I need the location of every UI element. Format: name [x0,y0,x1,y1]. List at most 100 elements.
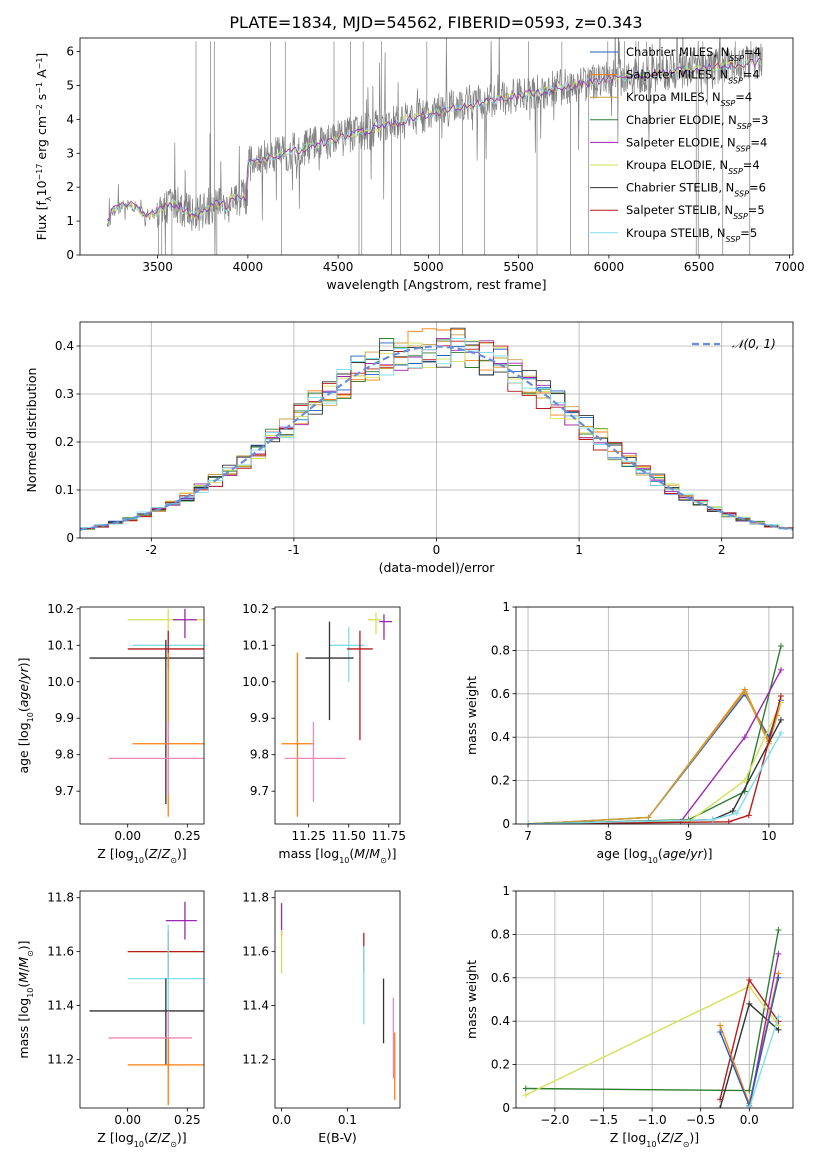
axes-frame [79,37,794,256]
y-tick-label: 11.8 [47,891,74,905]
x-tick-label: 11.25 [291,829,325,843]
weight-marker [717,1105,724,1108]
errorbar-point [329,627,365,682]
weight-series-line [527,690,782,824]
x-tick-label: 7 [524,829,532,843]
errorbar-point [108,721,204,795]
x-tick-label: 2 [718,543,726,557]
plot-area [280,903,396,1100]
weight-marker [777,729,784,736]
plot-area [281,612,392,817]
y-tick-label: 0 [66,531,74,545]
x-tick-label: −1.5 [589,1113,618,1127]
y-tick-label: 0.8 [491,927,510,941]
y-tick-label: 0.2 [491,774,510,788]
spectrum-model-line [106,57,762,222]
x-tick-label: 0.1 [338,1113,357,1127]
y-axis-label: Normed distribution [24,368,39,493]
y-tick-label: 9.8 [55,748,74,762]
y-axis-label: age [log10(age/yr)] [16,657,35,773]
weight-marker [745,812,752,819]
y-tick-label: 4 [66,112,74,126]
panel-mass_vs_z: 0.00 0.25 11.2 11.4 11.6 11.8 Z [log10(Z/Z⊙)] m… [16,890,205,1149]
weight-series-line [527,702,782,824]
legend-entry: Chabrier ELODIE, NSSP=3 [626,113,768,131]
errorbar-point [165,901,197,940]
x-axis-label: mass [log10(M/M⊙)] [278,846,396,865]
y-tick-label: 0 [502,817,510,831]
histogram-step [80,327,793,530]
weight-marker [775,1013,782,1020]
errorbar-point [284,721,346,803]
y-tick-label: 0.6 [491,687,510,701]
y-tick-label: 11.8 [242,891,269,905]
weight-marker [717,1022,724,1029]
x-axis-label: Z [log10(Z/Z⊙)] [97,846,186,865]
y-tick-label: 0.4 [491,1014,510,1028]
y-tick-label: 9.7 [250,784,269,798]
weight-marker [645,814,652,821]
y-tick-label: 3 [66,146,74,160]
weight-marker [777,692,784,699]
y-tick-label: 0 [502,1101,510,1115]
panel-residuals: -2 -1 0 1 2 0 0.1 0.2 0.3 0.4 (data-model)/error No… [24,321,794,575]
x-tick-label: −1.0 [637,1113,666,1127]
weight-series-line [527,692,782,824]
weight-marker [775,974,782,981]
x-tick-label: 0.0 [740,1113,759,1127]
weight-marker [729,807,736,814]
y-tick-label: 10.0 [242,675,269,689]
y-tick-label: 1 [66,214,74,228]
x-tick-label: 5500 [503,260,534,274]
y-tick-label: 5 [66,78,74,92]
legend-entry: Chabrier MILES, NSSP=4 [626,45,761,63]
weight-marker [522,1091,529,1098]
y-axis-label: mass weight [464,676,479,755]
axes-frame [79,606,205,825]
weight-marker [775,950,782,957]
histogram-step [80,337,793,530]
y-tick-label: 0.8 [491,643,510,657]
x-tick-label: 9 [685,829,693,843]
weight-series-line [527,695,782,824]
y-tick-label: 9.9 [55,711,74,725]
x-tick-label: −0.5 [686,1113,715,1127]
legend-entry: Salpeter STELIB, NSSP=5 [626,203,765,221]
weight-series [746,1013,782,1108]
y-tick-label: 1 [502,600,510,614]
plot-area [106,38,763,255]
y-tick-label: 10.2 [47,602,74,616]
weight-series-line [748,1016,780,1108]
weight-series [525,688,784,824]
x-tick-label: 0 [433,543,441,557]
weight-series [746,950,782,1108]
y-tick-label: 0.4 [491,730,510,744]
x-tick-label: -1 [288,543,300,557]
spectrum-data-line [106,38,763,255]
y-tick-label: 0.3 [55,387,74,401]
weight-series [525,690,784,824]
y-tick-label: 1 [502,884,510,898]
x-tick-label: 6500 [684,260,715,274]
y-tick-label: 0.6 [491,971,510,985]
y-axis-label: mass weight [464,960,479,1039]
x-axis-label: age [log10(age/yr)] [596,846,712,865]
x-tick-label: 0.0 [272,1113,291,1127]
plot-area [522,927,782,1108]
plot-area [89,901,204,1106]
weight-marker [777,666,784,673]
y-tick-label: 6 [66,45,74,59]
y-tick-label: 11.2 [242,1052,269,1066]
weight-series [525,686,780,824]
x-tick-label: 0.25 [174,1113,201,1127]
y-tick-label: 9.8 [250,748,269,762]
weight-marker [777,643,784,650]
y-tick-label: 9.7 [55,784,74,798]
weight-marker [522,1085,529,1092]
x-tick-label: 11.75 [372,829,406,843]
x-tick-label: 8 [605,829,613,843]
errorbar-point [127,1037,204,1106]
weight-series-line [527,732,782,824]
weight-marker [741,734,748,741]
